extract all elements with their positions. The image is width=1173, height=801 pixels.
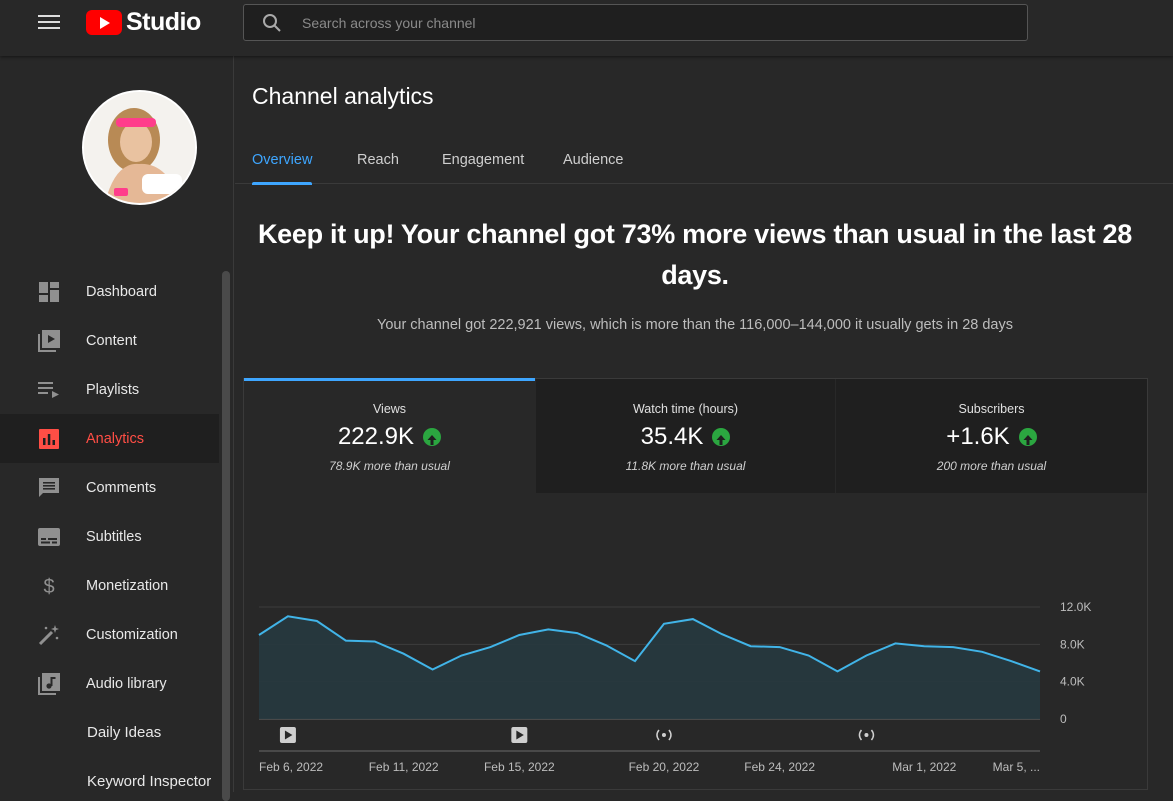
metric-number: 35.4K — [640, 423, 704, 450]
live-waves-icon — [656, 729, 672, 741]
analytics-tabs: Overview Reach Engagement Audience — [235, 144, 1173, 185]
metric-label: Views — [372, 402, 407, 416]
audio-library-icon — [38, 672, 60, 695]
sidebar-item-label: Comments — [86, 479, 157, 496]
metric-note: 200 more than usual — [936, 459, 1047, 473]
metric-number: 222.9K — [337, 423, 415, 450]
comments-icon — [38, 477, 60, 499]
y-tick-label: 12.0K — [1060, 600, 1091, 614]
tab-engagement[interactable]: Engagement — [442, 152, 525, 168]
sidebar-item-customization[interactable]: Customization — [0, 610, 219, 659]
metrics-card: Views 222.9K 78.9K more than usual Watch… — [243, 378, 1148, 790]
sidebar-link-daily-ideas[interactable]: Daily Ideas — [87, 724, 162, 741]
youtube-logo-icon — [86, 9, 122, 35]
playlists-icon — [38, 379, 60, 401]
views-chart[interactable]: 0 4.0K 8.0K 12.0K Feb 6, 2022 Feb 11, 2022 Feb… — [244, 493, 1147, 789]
logo-text: Studio — [126, 7, 201, 36]
metric-note: 11.8K more than usual — [625, 459, 746, 473]
hamburger-menu-icon[interactable] — [38, 13, 60, 31]
dollar-icon: $ — [38, 575, 60, 597]
sidebar-item-label: Content — [86, 332, 137, 349]
sidebar-item-content[interactable]: Content — [0, 316, 219, 365]
views-area — [259, 616, 1040, 719]
sidebar-item-label: Customization — [86, 626, 178, 643]
sidebar-item-analytics[interactable]: Analytics — [0, 414, 219, 463]
live-stream-icon — [661, 733, 666, 737]
magic-wand-icon — [38, 624, 60, 646]
x-tick-label: Mar 1, 2022 — [892, 760, 956, 774]
sidebar-item-comments[interactable]: Comments — [0, 463, 219, 512]
sidebar-item-label: Audio library — [86, 675, 167, 692]
sidebar-item-monetization[interactable]: $ Monetization — [0, 561, 219, 610]
dashboard-icon — [38, 281, 60, 303]
sidebar-item-label: Analytics — [86, 430, 145, 447]
x-tick-label: Feb 6, 2022 — [259, 760, 323, 774]
metric-tab-watch-time[interactable]: Watch time (hours) 35.4K 11.8K more than… — [536, 379, 835, 493]
sidebar-link-keyword-inspector[interactable]: Keyword Inspector — [87, 773, 212, 790]
sidebar-item-subtitles[interactable]: Subtitles — [0, 512, 219, 561]
sidebar-scrollbar[interactable] — [222, 271, 230, 801]
arrow-up-icon — [712, 428, 731, 446]
x-tick-label: Feb 20, 2022 — [629, 760, 700, 774]
metric-tab-subscribers[interactable]: Subscribers +1.6K 200 more than usual — [836, 379, 1147, 493]
sidebar-item-label: Monetization — [86, 577, 169, 594]
sidebar-item-label: Playlists — [86, 381, 140, 398]
arrow-up-icon — [423, 428, 442, 446]
x-tick-label: Mar 5, ... — [993, 760, 1040, 774]
x-tick-label: Feb 15, 2022 — [484, 760, 555, 774]
content-icon — [38, 329, 60, 352]
main-content: Channel analytics Overview Reach Engagem… — [235, 56, 1173, 792]
sidebar-item-label: Dashboard — [86, 283, 157, 300]
arrow-up-icon — [1018, 428, 1037, 446]
sidebar-item-label: Subtitles — [86, 528, 142, 545]
page-title: Channel analytics — [252, 83, 434, 109]
sidebar-item-audio-library[interactable]: Audio library — [0, 659, 219, 708]
svg-text:$: $ — [43, 576, 54, 597]
metric-value: +1.6K — [836, 423, 1147, 451]
y-tick-label: 8.0K — [1060, 637, 1085, 651]
insight-subline: Your channel got 222,921 views, which is… — [376, 317, 1013, 333]
live-waves-icon — [858, 729, 875, 741]
channel-avatar[interactable] — [82, 90, 197, 205]
views-line — [258, 615, 1041, 673]
sidebar: Dashboard Content Playlists Analytics Co… — [0, 56, 234, 801]
sidebar-item-playlists[interactable]: Playlists — [0, 365, 219, 414]
y-tick-label: 0 — [1060, 712, 1067, 726]
search-icon — [262, 13, 282, 33]
live-stream-icon — [864, 733, 869, 737]
x-tick-label: Feb 24, 2022 — [744, 760, 815, 774]
metric-note: 78.9K more than usual — [329, 459, 450, 473]
subtitles-icon — [38, 526, 60, 548]
top-bar: Studio — [0, 0, 1173, 56]
search-input[interactable] — [302, 14, 1002, 31]
y-tick-label: 4.0K — [1060, 675, 1085, 689]
metric-value: 222.9K — [244, 423, 535, 451]
tab-reach[interactable]: Reach — [357, 152, 399, 168]
analytics-icon — [38, 428, 60, 450]
metric-value: 35.4K — [536, 423, 835, 451]
tab-overview[interactable]: Overview — [252, 152, 313, 185]
metric-number: +1.6K — [946, 423, 1010, 450]
search-bar[interactable] — [243, 4, 1028, 41]
play-icon — [284, 730, 293, 740]
play-icon — [516, 730, 524, 740]
metric-label: Watch time (hours) — [632, 402, 739, 416]
metric-label: Subscribers — [958, 402, 1025, 416]
x-tick-label: Feb 11, 2022 — [369, 760, 439, 774]
sidebar-item-dashboard[interactable]: Dashboard — [0, 267, 219, 316]
metric-tab-views[interactable]: Views 222.9K 78.9K more than usual — [244, 378, 535, 493]
tab-audience[interactable]: Audience — [563, 152, 624, 168]
studio-logo[interactable]: Studio — [86, 7, 201, 36]
insight-headline: Keep it up! Your channel got 73% more vi… — [257, 219, 1132, 290]
